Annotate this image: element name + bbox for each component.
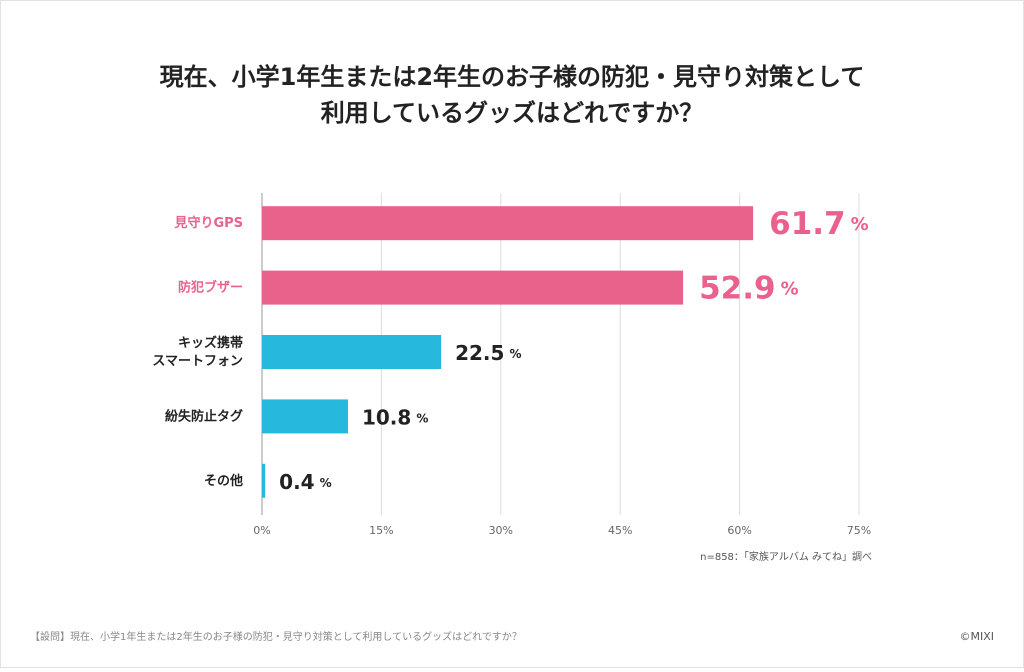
x-tick-label: 60%: [727, 524, 751, 537]
label-line: キッズ携帯: [178, 335, 243, 351]
x-tick-label: 0%: [253, 524, 270, 537]
y-tick-label: 見守りGPS: [173, 215, 243, 231]
y-tick-label: キッズ携帯スマートフォン: [152, 335, 243, 369]
bar: [262, 270, 684, 305]
footer: 【設問】現在、小学1年生または2年生のお子様の防犯・見守り対策として利用している…: [30, 630, 522, 643]
value-label-group: 22.5%: [455, 341, 521, 365]
value-unit: %: [416, 411, 428, 425]
value-label: 0.4: [279, 469, 314, 493]
x-tick-label: 45%: [608, 524, 632, 537]
bar: [262, 206, 754, 241]
note: n=858：「家族アルバム みてね」調べ: [700, 550, 872, 563]
value-label: 52.9: [699, 270, 776, 306]
value-label: 10.8: [362, 405, 411, 429]
value-label-group: 0.4%: [279, 469, 331, 493]
value-unit: %: [851, 214, 869, 235]
value-unit: %: [781, 279, 799, 300]
value-label: 22.5: [455, 341, 504, 365]
value-label-group: 52.9%: [699, 270, 799, 306]
label-line: 紛失防止タグ: [165, 408, 243, 424]
value-unit: %: [320, 475, 332, 489]
y-tick-label: その他: [204, 472, 243, 488]
value-label: 61.7: [769, 206, 846, 242]
value-label-group: 10.8%: [362, 405, 428, 429]
x-tick-label: 15%: [369, 524, 393, 537]
label-line: 見守りGPS: [173, 215, 243, 231]
bar: [262, 335, 442, 369]
bar: [262, 463, 266, 498]
x-tick-label: 30%: [489, 524, 513, 537]
y-tick-label: 紛失防止タグ: [165, 408, 243, 424]
credit: ©MIXI: [959, 630, 994, 643]
label-line: スマートフォン: [152, 354, 243, 369]
label-line: その他: [204, 472, 243, 488]
value-unit: %: [509, 347, 521, 361]
y-tick-label: 防犯ブザー: [178, 279, 243, 295]
chart-title: 利用しているグッズはどれですか？: [321, 99, 704, 127]
x-tick-label: 75%: [847, 524, 871, 537]
value-label-group: 61.7%: [769, 206, 869, 242]
bar: [262, 399, 348, 434]
chart-title: 現在、小学1年生または2年生のお子様の防犯・見守り対策として: [160, 63, 865, 91]
label-line: 防犯ブザー: [178, 279, 243, 295]
